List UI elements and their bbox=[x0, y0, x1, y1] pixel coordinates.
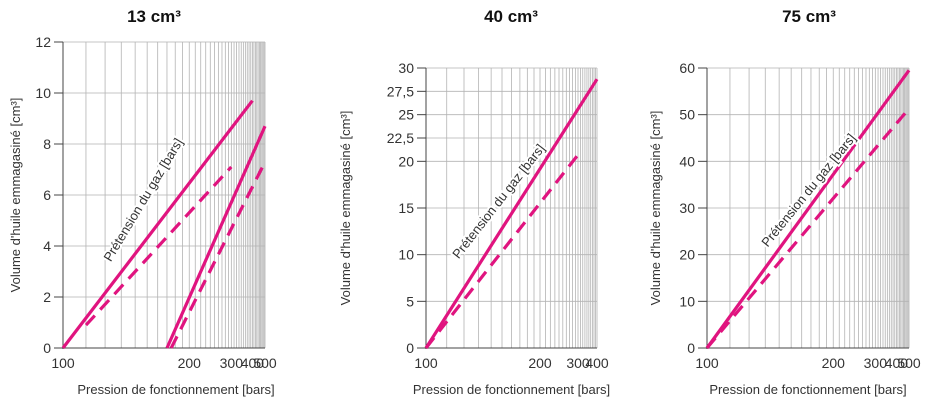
y-tick-label: 30 bbox=[398, 60, 414, 76]
x-tick-label: 200 bbox=[528, 355, 552, 371]
y-tick-label: 4 bbox=[43, 238, 51, 254]
solid-series-line bbox=[424, 78, 599, 349]
x-tick-label: 400 bbox=[241, 355, 265, 371]
y-axis-label: Volume d'huile emmagasiné [cm³] bbox=[648, 111, 663, 306]
y-tick-label: 0 bbox=[43, 340, 51, 356]
y-tick-label: 20 bbox=[679, 247, 695, 263]
y-tick-label: 2 bbox=[43, 289, 51, 305]
solid-series-line bbox=[61, 99, 254, 349]
chart-title: 75 cm³ bbox=[782, 7, 836, 26]
y-tick-label: 30 bbox=[679, 200, 695, 216]
y-tick-label: 12 bbox=[35, 34, 51, 50]
x-tick-label: 500 bbox=[897, 355, 921, 371]
y-tick-label: 5 bbox=[406, 293, 414, 309]
x-tick-label: 300 bbox=[864, 355, 888, 371]
x-tick-label: 100 bbox=[414, 355, 438, 371]
solid-series-line bbox=[705, 69, 911, 349]
x-tick-label: 400 bbox=[585, 355, 609, 371]
x-tick-label: 300 bbox=[566, 355, 590, 371]
y-tick-label: 10 bbox=[679, 293, 695, 309]
x-tick-label: 300 bbox=[220, 355, 244, 371]
y-tick-label: 10 bbox=[398, 247, 414, 263]
x-tick-label: 200 bbox=[822, 355, 846, 371]
y-axis-label: Volume d'huile emmagasiné [cm³] bbox=[338, 111, 353, 306]
x-tick-label: 500 bbox=[253, 355, 277, 371]
dashed-series-line bbox=[169, 161, 267, 349]
y-tick-label: 22,5 bbox=[387, 130, 414, 146]
dashed-series-line bbox=[84, 165, 233, 327]
y-tick-label: 6 bbox=[43, 187, 51, 203]
x-axis-label: Pression de fonctionnement [bars] bbox=[413, 382, 610, 397]
x-tick-label: 100 bbox=[695, 355, 719, 371]
y-tick-label: 15 bbox=[398, 200, 414, 216]
chart-title: 40 cm³ bbox=[484, 7, 538, 26]
y-tick-label: 20 bbox=[398, 153, 414, 169]
y-tick-label: 25 bbox=[398, 107, 414, 123]
x-tick-label: 400 bbox=[885, 355, 909, 371]
y-tick-label: 0 bbox=[406, 340, 414, 356]
x-tick-label: 100 bbox=[51, 355, 75, 371]
chart-title: 13 cm³ bbox=[127, 7, 181, 26]
pressure-annotation: Prétension du gaz [bars] bbox=[758, 131, 858, 250]
x-tick-label: 200 bbox=[178, 355, 202, 371]
solid-series-line bbox=[165, 125, 267, 349]
y-axis-label: Volume d'huile emmagasiné [cm³] bbox=[8, 98, 23, 293]
x-axis-label: Pression de fonctionnement [bars] bbox=[709, 382, 906, 397]
y-tick-label: 8 bbox=[43, 136, 51, 152]
y-tick-label: 0 bbox=[687, 340, 695, 356]
dashed-series-line bbox=[705, 107, 911, 350]
y-tick-label: 60 bbox=[679, 60, 695, 76]
y-tick-label: 27,5 bbox=[387, 83, 414, 99]
y-tick-label: 50 bbox=[679, 107, 695, 123]
y-tick-label: 10 bbox=[35, 85, 51, 101]
x-axis-label: Pression de fonctionnement [bars] bbox=[77, 382, 274, 397]
y-tick-label: 40 bbox=[679, 153, 695, 169]
